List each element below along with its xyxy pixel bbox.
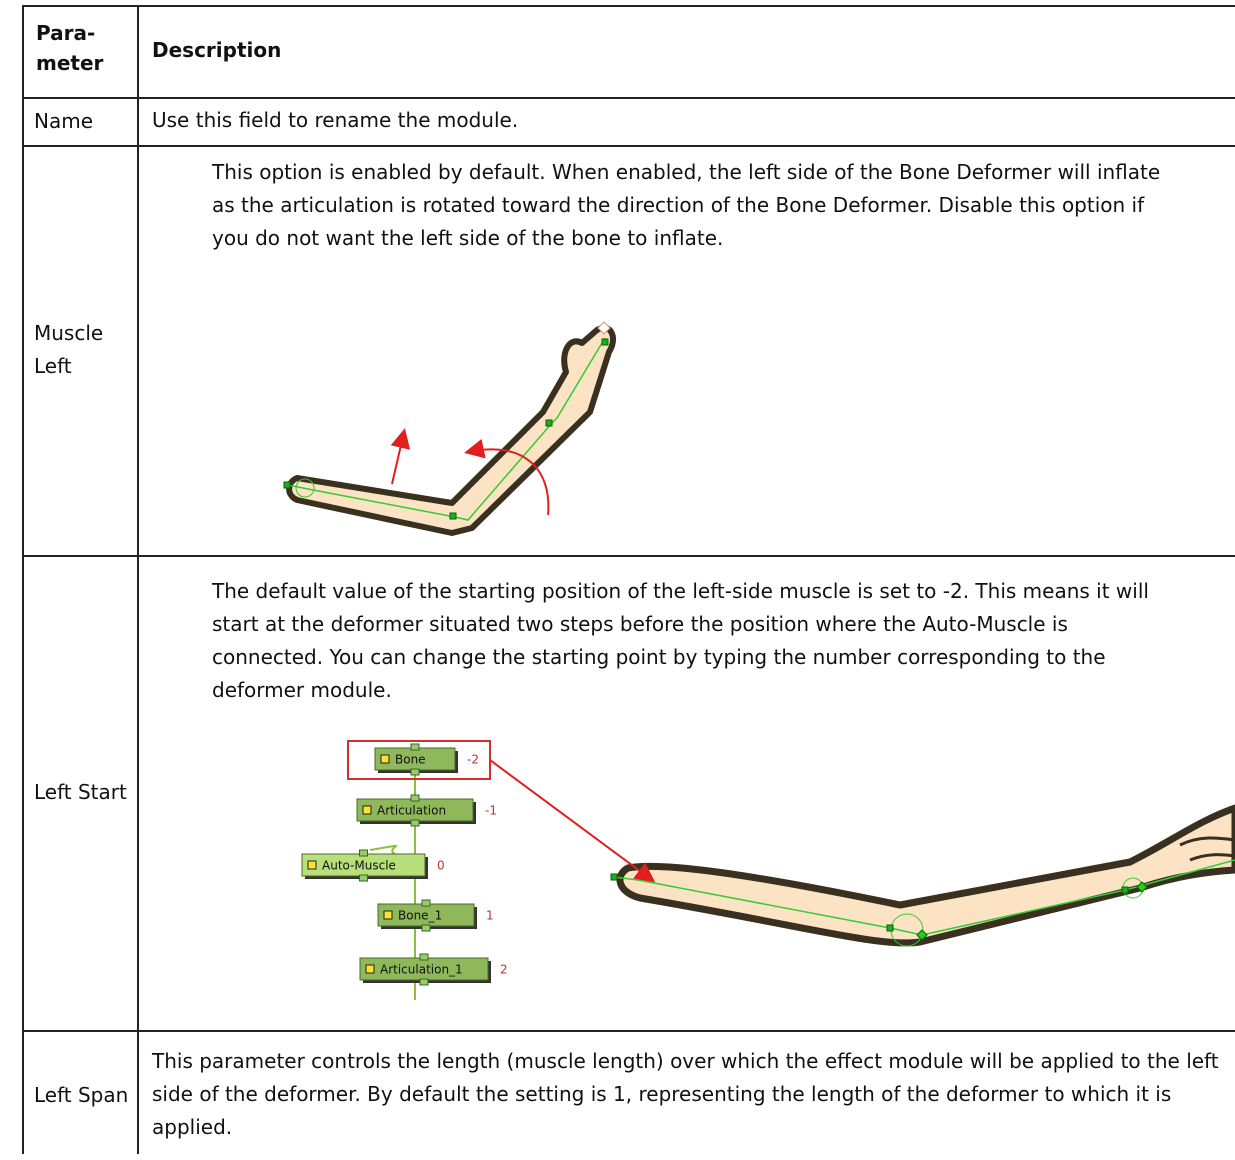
arm-illustration <box>610 804 1235 947</box>
node-icon <box>380 754 390 764</box>
header-text: Description <box>152 38 282 62</box>
node-icon <box>307 860 317 870</box>
border <box>22 97 1235 99</box>
node-port <box>419 978 429 986</box>
node-port <box>359 874 368 882</box>
node-index: 1 <box>486 909 494 923</box>
header-text: meter <box>36 51 104 75</box>
parameter: Left Span <box>34 1082 129 1107</box>
node-icon <box>365 964 375 974</box>
border <box>22 1030 1235 1032</box>
header-cell: Para- meter <box>36 18 103 78</box>
description: Use this field to rename the module. <box>152 108 519 132</box>
header-text: Para- <box>36 21 96 45</box>
node-port <box>419 953 429 961</box>
node-port <box>421 924 431 932</box>
border <box>22 5 24 1154</box>
node-port <box>410 768 420 776</box>
parameter: Left Start <box>34 780 127 804</box>
node-label: Bone_1 <box>398 909 442 923</box>
parameter: Muscle Left <box>34 321 104 378</box>
node-icon <box>362 805 372 815</box>
border <box>22 5 1235 7</box>
description: The default value of the starting positi… <box>212 579 1149 702</box>
node-label: Bone <box>395 753 426 767</box>
node-index: 2 <box>500 963 508 977</box>
node-icon <box>383 910 393 920</box>
border <box>22 555 1235 557</box>
node-index: 0 <box>437 859 445 873</box>
border <box>22 145 1235 147</box>
arm-illustration <box>283 321 616 536</box>
border <box>137 5 139 1154</box>
node-label: Articulation <box>377 804 446 818</box>
node-label: Articulation_1 <box>380 963 463 977</box>
node-label: Auto-Muscle <box>322 859 396 873</box>
description: This parameter controls the length (musc… <box>152 1049 1219 1139</box>
parameter: Name <box>34 108 94 133</box>
node-port <box>410 794 420 802</box>
node-index: -1 <box>485 804 497 818</box>
node-port <box>410 819 420 827</box>
node-index: -2 <box>467 753 479 767</box>
node-port <box>410 743 420 751</box>
node-port <box>421 899 431 907</box>
node-port <box>359 849 368 857</box>
node-graph: Bone -2 Articulation -1 Auto-Muscle 0 Bone_1 1 A… <box>301 740 656 1000</box>
description: This option is enabled by default. When … <box>212 160 1161 250</box>
